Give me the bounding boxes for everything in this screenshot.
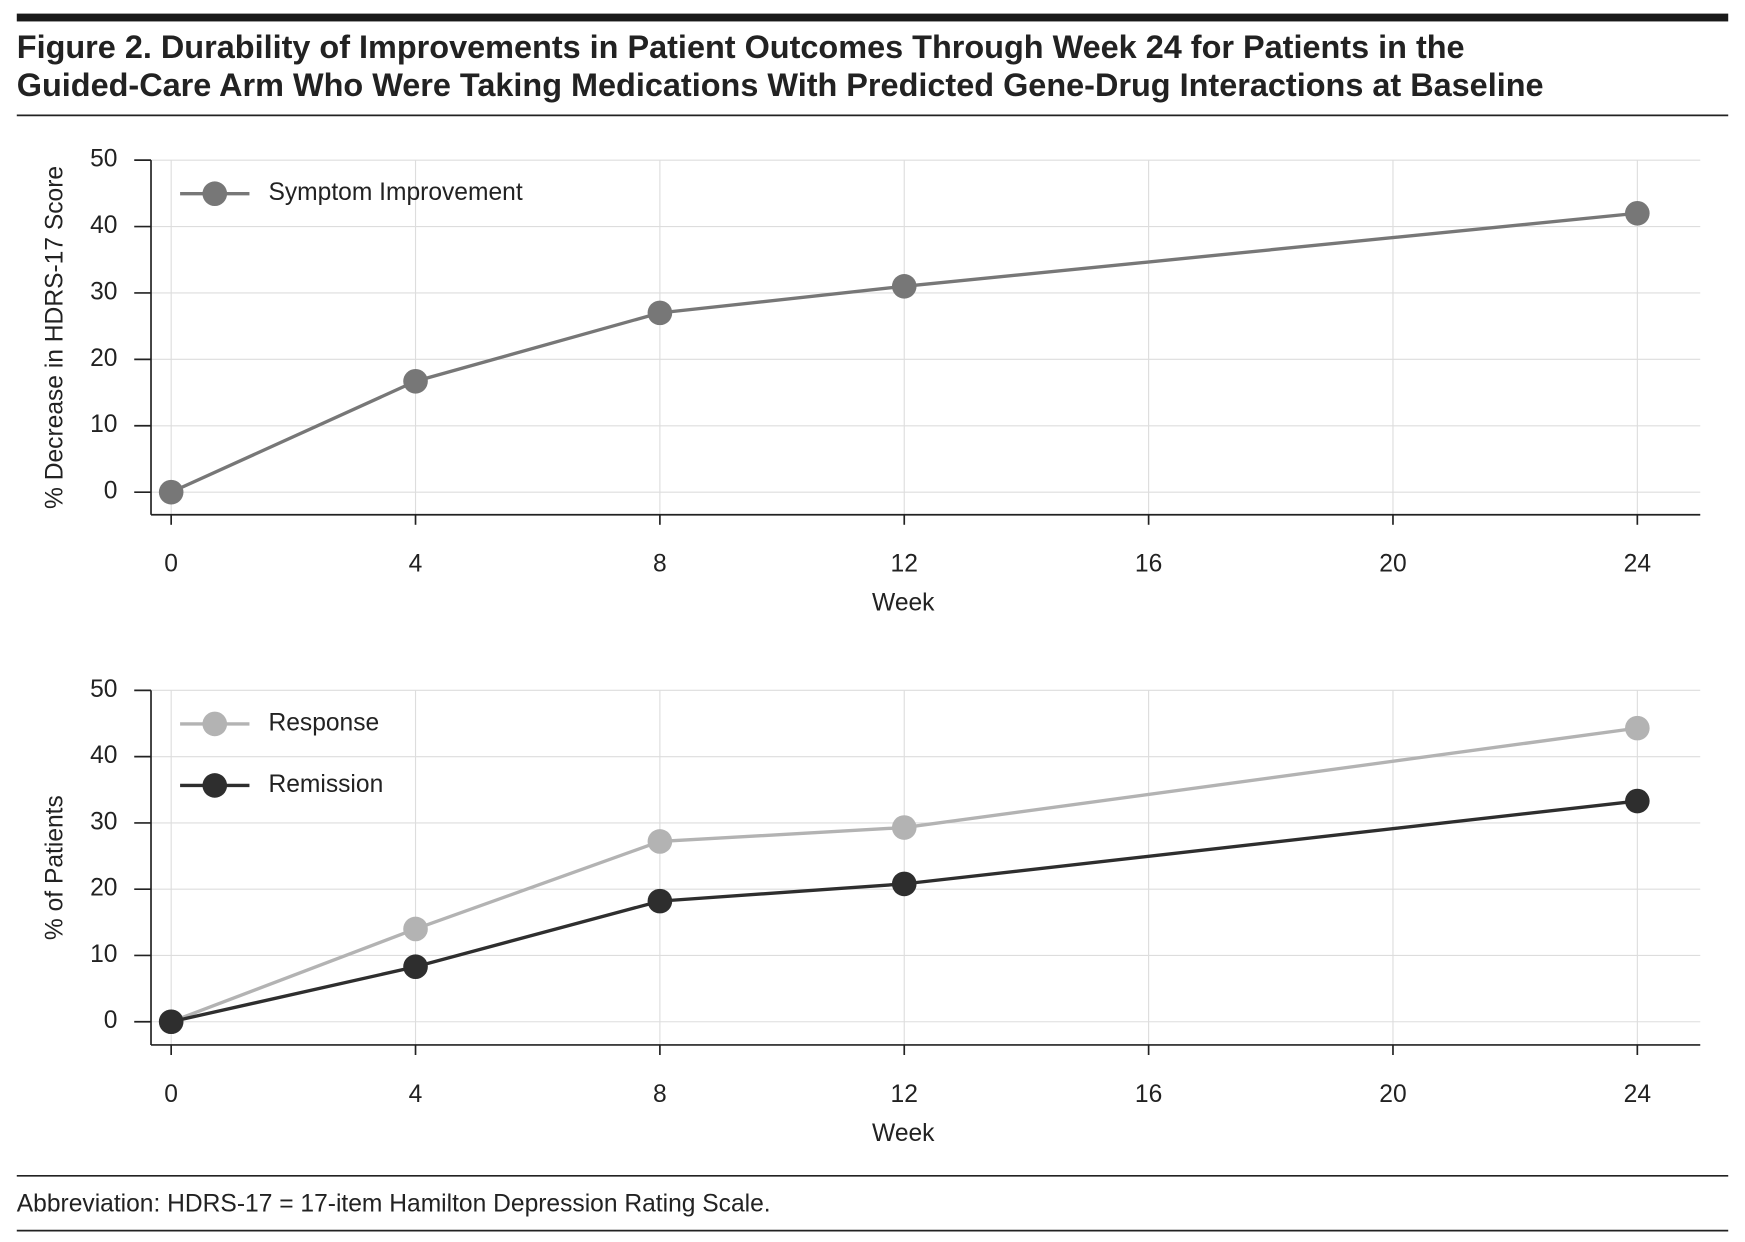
y-tick-label: 20	[90, 875, 117, 902]
y-tick-label: 30	[90, 808, 117, 835]
footnote: Abbreviation: HDRS-17 = 17-item Hamilton…	[17, 1190, 771, 1217]
y-tick-label: 0	[104, 1007, 118, 1034]
data-point	[891, 815, 917, 840]
data-point	[158, 1009, 184, 1035]
y-tick-label: 50	[90, 676, 117, 703]
x-axis-label: Week	[872, 590, 935, 617]
data-point	[1625, 715, 1650, 741]
legend-marker	[202, 181, 228, 207]
legend-label: Symptom Improvement	[268, 179, 522, 206]
data-point	[647, 888, 673, 914]
data-point	[1625, 200, 1650, 226]
data-point	[647, 829, 673, 854]
y-tick-label: 40	[90, 742, 117, 769]
x-tick-label: 16	[1135, 551, 1162, 578]
data-point	[1625, 788, 1650, 814]
x-tick-label: 0	[164, 551, 178, 578]
y-axis-label: % Decrease in HDRS-17 Score	[41, 166, 68, 509]
x-tick-label: 0	[164, 1081, 178, 1108]
data-point	[403, 954, 428, 980]
data-point	[403, 368, 428, 394]
y-tick-label: 0	[104, 478, 118, 505]
y-tick-label: 30	[90, 278, 117, 305]
x-tick-label: 12	[891, 1081, 918, 1108]
data-point	[647, 300, 673, 326]
x-tick-label: 20	[1379, 551, 1406, 578]
data-point	[158, 479, 184, 505]
x-tick-label: 4	[409, 551, 423, 578]
figure-title-line: Guided-Care Arm Who Were Taking Medicati…	[17, 67, 1544, 103]
legend-marker	[202, 773, 228, 798]
data-point	[403, 916, 428, 942]
x-axis-label: Week	[872, 1120, 935, 1147]
x-tick-label: 4	[409, 1081, 423, 1108]
data-point	[891, 274, 917, 299]
y-tick-label: 50	[90, 146, 117, 173]
x-tick-label: 8	[653, 1081, 667, 1108]
figure-title-line: Figure 2. Durability of Improvements in …	[17, 29, 1465, 65]
x-tick-label: 20	[1379, 1081, 1406, 1108]
y-tick-label: 20	[90, 345, 117, 372]
x-tick-label: 24	[1624, 551, 1651, 578]
y-tick-label: 10	[90, 411, 117, 438]
top-rule	[16, 13, 1729, 22]
legend-marker	[202, 711, 228, 737]
x-tick-label: 16	[1135, 1081, 1162, 1108]
x-tick-label: 8	[653, 551, 667, 578]
x-tick-label: 12	[891, 551, 918, 578]
legend-label: Remission	[268, 771, 383, 798]
x-tick-label: 24	[1624, 1081, 1651, 1108]
legend-label: Response	[268, 709, 379, 736]
y-tick-label: 40	[90, 212, 117, 239]
y-tick-label: 10	[90, 941, 117, 968]
y-axis-label: % of Patients	[41, 795, 68, 940]
data-point	[891, 871, 917, 897]
